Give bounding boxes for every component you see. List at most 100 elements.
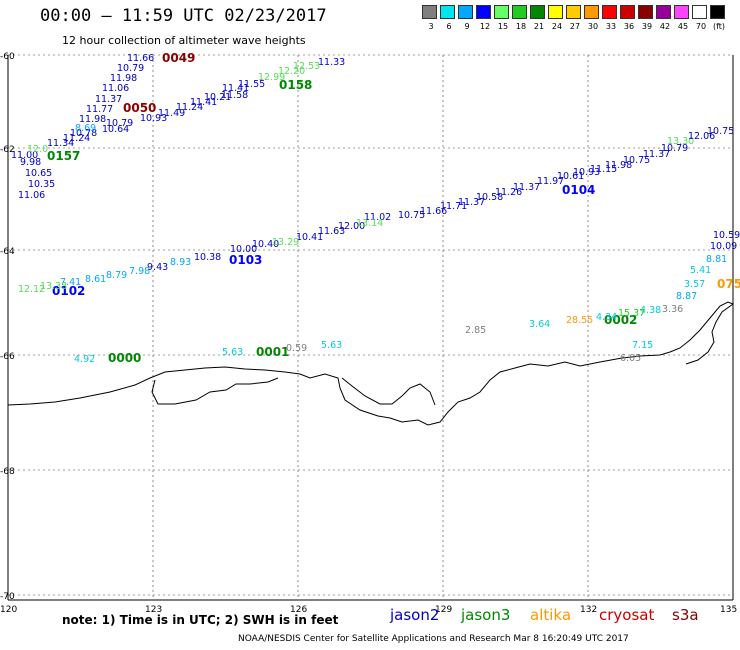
footer-note: note: 1) Time is in UTC; 2) SWH is in fe… [62, 613, 339, 627]
wave-value: 7.15 [632, 340, 653, 351]
wave-value: 4.92 [74, 354, 95, 365]
color-scale-swatch [602, 5, 617, 19]
wave-value: 11.66 [127, 53, 154, 64]
wave-value: 11.55 [238, 79, 265, 90]
footer-credit: NOAA/NESDIS Center for Satellite Applica… [238, 634, 629, 644]
wave-value: 13.29 [272, 237, 299, 248]
map-subtitle: 12 hour collection of altimeter wave hei… [62, 34, 306, 47]
wave-value: 8.87 [676, 291, 697, 302]
graticule [8, 54, 733, 600]
wave-value: 10.35 [28, 179, 55, 190]
color-scale-swatch [530, 5, 545, 19]
track-id: 0104 [562, 183, 595, 197]
wave-value: 10.59 [713, 230, 740, 241]
wave-value: 11.34 [47, 138, 74, 149]
wave-value: 10.75 [398, 210, 425, 221]
wave-value: 12.99 [258, 72, 285, 83]
wave-value: 11.06 [102, 83, 129, 94]
wave-value: 11.37 [95, 94, 122, 105]
color-scale-swatch [440, 5, 455, 19]
wave-value: 5.63 [321, 340, 342, 351]
lon-label: 123 [145, 605, 162, 615]
track-id: 0158 [279, 78, 312, 92]
lon-label: 129 [435, 605, 452, 615]
track-id: 075 [717, 277, 740, 291]
wave-value: 9.43 [147, 262, 168, 273]
wave-value: 11.66 [420, 206, 447, 217]
track-id: 0001 [256, 345, 289, 359]
color-scale-swatch [422, 5, 437, 19]
lon-label: 120 [0, 605, 17, 615]
color-scale-label: 12 [479, 22, 491, 31]
wave-value: 11.41 [222, 83, 249, 94]
wave-value: 11.41 [190, 97, 217, 108]
color-scale-swatch [476, 5, 491, 19]
color-scale-label: 15 [497, 22, 509, 31]
wave-value: 11.98 [110, 73, 137, 84]
wave-value: 10.93 [573, 167, 600, 178]
wave-value: 6.05 [620, 353, 641, 364]
wave-value: 11.37 [458, 197, 485, 208]
page-title: 00:00 – 11:59 UTC 02/23/2017 [40, 6, 327, 26]
wave-value: 11.00 [11, 150, 38, 161]
wave-value: 10.41 [296, 232, 323, 243]
wave-value: 10.00 [230, 244, 257, 255]
wave-value: 10.79 [117, 63, 144, 74]
color-scale-label: 27 [569, 22, 581, 31]
wave-value: 28.55 [566, 315, 593, 326]
wave-value: 12.0 [27, 144, 48, 155]
track-id: 0049 [162, 51, 195, 65]
lat-label: -62 [0, 145, 15, 155]
wave-value: 10.75 [623, 155, 650, 166]
track-id: 0000 [108, 351, 141, 365]
color-scale-label: 3 [428, 22, 434, 31]
wave-value: 3.64 [529, 319, 550, 330]
wave-value: 10.61 [557, 171, 584, 182]
wave-value: 10.21 [204, 92, 231, 103]
wave-value: 0.59 [286, 343, 307, 354]
lat-label: -70 [0, 592, 15, 602]
wave-value: 11.49 [158, 108, 185, 119]
wave-value: 10.79 [106, 118, 133, 129]
wave-value: 11.98 [79, 114, 106, 125]
legend-mission-altika: altika [530, 606, 572, 624]
wave-value: 10.09 [710, 241, 737, 252]
color-scale-swatch [692, 5, 707, 19]
wave-value: 7.41 [60, 277, 81, 288]
wave-value: 8.61 [85, 274, 106, 285]
wave-value: 11.33 [318, 57, 345, 68]
color-scale-swatch [566, 5, 581, 19]
wave-value: 15.37 [618, 308, 645, 319]
wave-value: 2.85 [465, 325, 486, 336]
wave-value: 5.41 [690, 265, 711, 276]
wave-value: 8.81 [706, 254, 727, 265]
wave-value: 12.20 [278, 66, 305, 77]
wave-value: 10.75 [707, 126, 734, 137]
wave-value: 11.37 [643, 149, 670, 160]
wave-value: 8.79 [106, 270, 127, 281]
wave-value: 11.98 [605, 160, 632, 171]
wave-value: 11.06 [18, 190, 45, 201]
track-id: 0103 [229, 253, 262, 267]
wave-value: 10.93 [140, 113, 167, 124]
wave-value: 13.33 [40, 281, 67, 292]
lat-label: -60 [0, 52, 15, 62]
color-scale-swatch [584, 5, 599, 19]
wave-value: 11.02 [364, 212, 391, 223]
legend-mission-cryosat: cryosat [599, 606, 655, 624]
track-id: 0050 [123, 101, 156, 115]
wave-value: 3.36 [662, 304, 683, 315]
wave-value: 11.24 [63, 133, 90, 144]
wave-value: 11.26 [495, 187, 522, 198]
wave-value: 3.57 [684, 279, 705, 290]
color-scale-swatch [548, 5, 563, 19]
wave-value: 10.64 [102, 124, 129, 135]
wave-value: 13.14 [356, 218, 383, 229]
lon-label: 132 [580, 605, 597, 615]
wave-value: 10.78 [70, 128, 97, 139]
wave-value: 11.63 [318, 226, 345, 237]
color-scale-label: 21 [533, 22, 545, 31]
legend-mission-jason2: jason2 [390, 606, 440, 624]
wave-value: 12.12 [18, 284, 45, 295]
